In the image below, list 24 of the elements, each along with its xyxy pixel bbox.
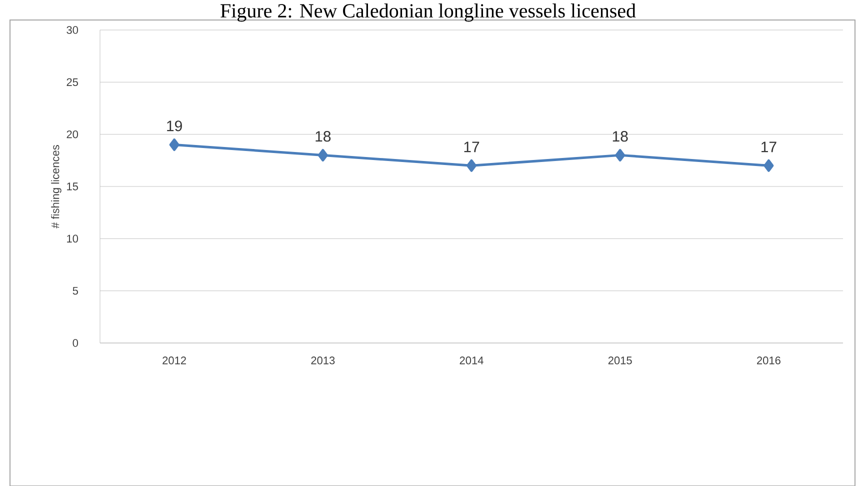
data-label: 17 bbox=[762, 142, 776, 152]
x-tick-label: 2014 bbox=[460, 356, 484, 364]
x-tick-label: 2013 bbox=[311, 356, 335, 364]
y-tick-label: 20 bbox=[66, 130, 78, 138]
y-tick-label: 0 bbox=[72, 339, 78, 347]
y-axis-title: # fishing licences bbox=[51, 145, 62, 228]
data-label: 18 bbox=[612, 131, 628, 142]
y-tick-label: 25 bbox=[66, 78, 78, 86]
point bbox=[466, 159, 476, 172]
y-tick-label: 10 bbox=[67, 234, 78, 243]
point bbox=[764, 159, 774, 172]
point bbox=[318, 148, 328, 162]
y-tick-label: 5 bbox=[72, 286, 78, 295]
y-tick-label: 15 bbox=[67, 182, 78, 190]
x-tick-label: 2016 bbox=[757, 356, 780, 364]
x-tick-label: 2012 bbox=[162, 356, 186, 364]
chart-title: Figure 2: New Caledonian longline vessels licensed bbox=[220, 4, 636, 22]
data-label: 18 bbox=[316, 131, 331, 142]
point bbox=[615, 148, 626, 162]
x-tick-label: 2015 bbox=[608, 356, 632, 364]
y-tick-label: 30 bbox=[66, 26, 78, 34]
data-label: 19 bbox=[167, 120, 182, 132]
data-label: 17 bbox=[464, 142, 480, 152]
point bbox=[169, 138, 180, 152]
